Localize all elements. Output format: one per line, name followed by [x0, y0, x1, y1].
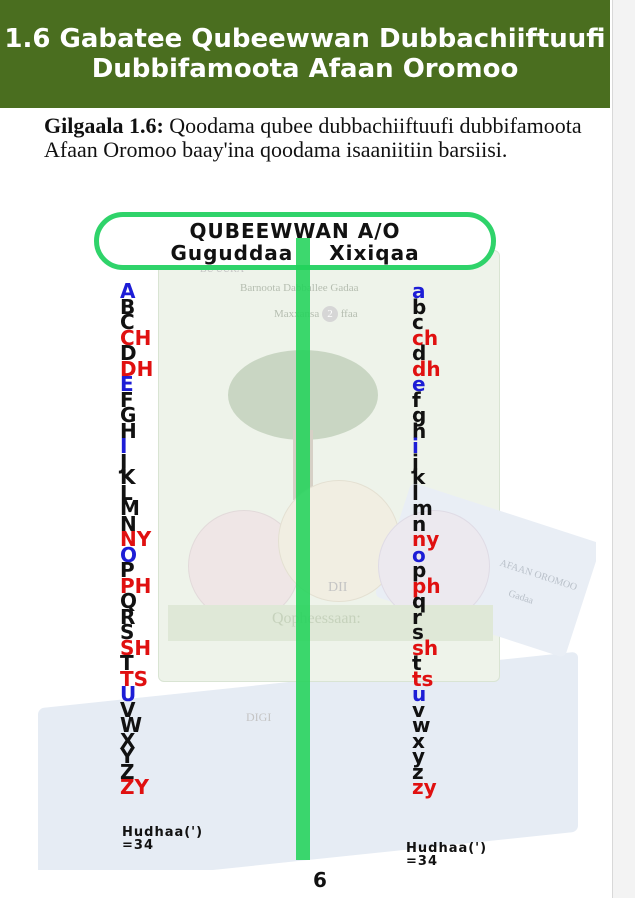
lowercase-letter: x	[412, 728, 425, 753]
uppercase-letter: P	[120, 558, 135, 582]
lowercase-letter: r	[412, 604, 422, 629]
bg-text-digi: DIGI	[246, 710, 272, 724]
lowercase-letter: sh	[412, 635, 439, 660]
uppercase-letter: S	[120, 620, 135, 644]
section-title-line2: Dubbifamoota Afaan Oromoo	[91, 54, 519, 84]
lowercase-letter: n	[412, 511, 427, 536]
uppercase-letter: W	[120, 713, 143, 737]
uppercase-letter: K	[120, 465, 136, 489]
lowercase-letter: ph	[412, 573, 441, 598]
bg-text-edition-number: 2	[321, 306, 338, 322]
uppercase-letter: N	[120, 511, 137, 536]
lowercase-letter: e	[412, 372, 426, 396]
uppercase-letter: TS	[120, 666, 149, 691]
lowercase-letter: g	[412, 403, 427, 427]
chart-title-box: QUBEEWWAN A/O Guguddaa Xixiqaa	[94, 212, 496, 270]
heading-lowercase: Xixiqaa	[329, 241, 420, 265]
lowercase-letter: ch	[412, 325, 439, 350]
lowercase-letter: a	[412, 279, 426, 303]
alphabet-figure: Barnoota Dabballee Gadaa Maxxansa 2 ffaa…	[28, 210, 596, 870]
uppercase-letter: D	[120, 341, 137, 365]
lowercase-letter: i	[412, 434, 419, 458]
exercise-body: Qoodama qubee dubbachiiftuufi dubbifamoo…	[44, 113, 582, 162]
lowercase-letter: b	[412, 294, 427, 319]
exercise-label: Gilgaala 1.6:	[44, 113, 164, 138]
uppercase-letter: J	[120, 449, 128, 474]
uppercase-letter: Z	[120, 759, 135, 784]
uppercase-letter: O	[120, 542, 138, 567]
section-title-line1: 1.6 Gabatee Qubeewwan Dubbachiiftuufi	[4, 24, 606, 54]
uppercase-letter: SH	[120, 635, 152, 660]
uppercase-letter: ZY	[120, 775, 149, 799]
lowercase-letter: zy	[412, 775, 437, 799]
lowercase-letter: s	[412, 620, 424, 644]
lowercase-letter: c	[412, 310, 424, 334]
lowercase-letter: k	[412, 465, 426, 489]
lowercase-letter: ny	[412, 527, 440, 551]
lowercase-letter: w	[412, 713, 431, 737]
lowercase-letter: u	[412, 682, 427, 706]
lowercase-total: Hudhaa(') =34	[406, 842, 487, 868]
uppercase-letter: CH	[120, 325, 152, 350]
lowercase-letter: ts	[412, 666, 434, 691]
bg-text-edition-tail: ffaa	[340, 308, 358, 320]
uppercase-letter: H	[120, 418, 137, 443]
uppercase-letter: C	[120, 310, 135, 334]
bg-text-publisher: Qopheessaan:	[272, 610, 361, 627]
lowercase-letter: z	[412, 759, 424, 784]
uppercase-total: Hudhaa(') =34	[122, 826, 203, 852]
background-circle-right	[378, 510, 490, 622]
uppercase-letter: X	[120, 728, 136, 753]
uppercase-letter: PH	[120, 573, 152, 598]
lowercase-letter-column: a b c ch d dh e f g h i j k l m n ny o p ph q r s sh t ts u v w x y z zy	[412, 279, 441, 799]
lowercase-letter: m	[412, 496, 433, 520]
uppercase-letter: T	[120, 651, 134, 675]
uppercase-letter: G	[120, 403, 137, 427]
lowercase-letter: t	[412, 651, 422, 675]
uppercase-letter: DH	[120, 356, 154, 381]
uppercase-letter: I	[120, 434, 128, 458]
exercise-text: Gilgaala 1.6: Qoodama qubee dubbachiiftu…	[44, 114, 594, 162]
uppercase-letter: NY	[120, 527, 152, 551]
uppercase-letter: F	[120, 387, 134, 412]
uppercase-letter: A	[120, 279, 136, 303]
heading-uppercase: Guguddaa	[170, 241, 294, 265]
section-header: 1.6 Gabatee Qubeewwan Dubbachiiftuufi Du…	[0, 0, 610, 108]
uppercase-letter: R	[120, 604, 136, 629]
bg-text-dii: DII	[328, 580, 348, 595]
lowercase-letter: j	[412, 449, 419, 474]
lowercase-letter: h	[412, 418, 427, 443]
lowercase-letter: p	[412, 558, 427, 582]
chart-headings: Guguddaa Xixiqaa	[99, 241, 491, 265]
uppercase-letter-column: A B C CH D DH E F G H I J K L M N NY O P PH Q R S SH T TS U V W X Y Z ZY	[120, 279, 154, 799]
background-band	[168, 605, 493, 641]
lowercase-total-label: Hudhaa(')	[406, 841, 488, 856]
uppercase-letter: Y	[120, 744, 135, 768]
page-edge-bar	[612, 0, 635, 898]
uppercase-letter: B	[120, 294, 136, 319]
lowercase-letter: l	[412, 480, 419, 505]
lowercase-total-value: =34	[406, 854, 438, 869]
lowercase-letter: q	[412, 589, 427, 613]
lowercase-letter: dh	[412, 356, 441, 381]
bg-text-edition: Maxxansa 2 ffaa	[274, 306, 358, 322]
lowercase-letter: d	[412, 341, 427, 365]
uppercase-letter: E	[120, 372, 134, 396]
uppercase-total-label: Hudhaa(')	[122, 825, 204, 840]
lowercase-letter: f	[412, 387, 421, 412]
uppercase-letter: U	[120, 682, 137, 706]
chart-title: QUBEEWWAN A/O	[189, 219, 401, 243]
uppercase-letter: Q	[120, 589, 138, 613]
uppercase-letter: L	[120, 480, 133, 505]
uppercase-letter: V	[120, 697, 136, 722]
divider-line	[296, 238, 310, 860]
lowercase-letter: v	[412, 697, 426, 722]
uppercase-letter: M	[120, 496, 140, 520]
background-circle-left	[188, 510, 300, 622]
lowercase-letter: o	[412, 542, 426, 567]
page-number: 6	[313, 868, 327, 892]
lowercase-letter: y	[412, 744, 426, 768]
uppercase-total-value: =34	[122, 838, 154, 853]
